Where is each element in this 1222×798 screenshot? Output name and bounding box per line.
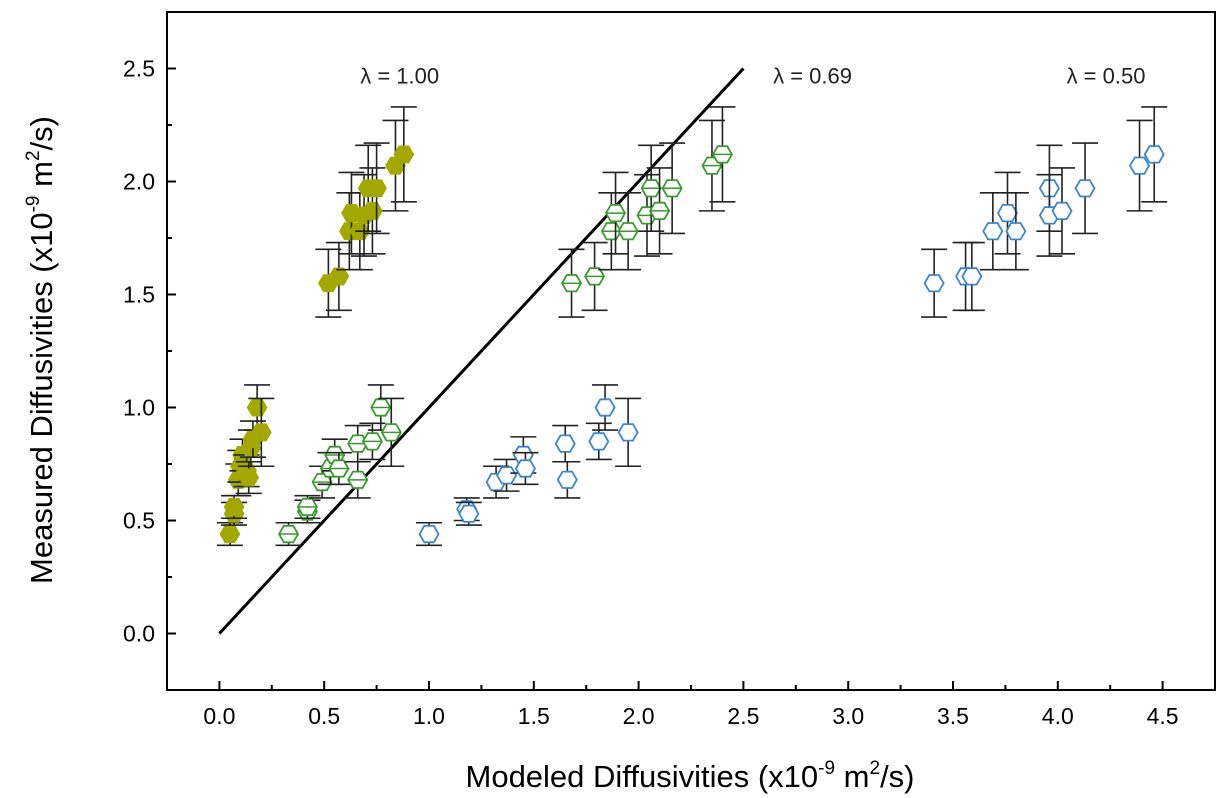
data-point [418,524,440,544]
data-point [246,398,268,417]
data-point [1143,145,1165,164]
data-point [328,267,350,286]
lambda-annotation: λ = 1.00 [360,64,439,89]
y-tick-label: 0.0 [123,621,155,647]
x-tick-label: 4.0 [1042,703,1074,729]
x-tick-label: 0.0 [203,703,235,729]
data-point [393,145,415,164]
data-point [923,274,945,293]
y-axis-title-exp2: 2 [23,150,44,161]
lambda-annotation: λ = 0.69 [773,64,852,89]
data-point [458,504,480,523]
y-axis-title: Measured Diffusivities (x10-9 m2/s) [23,116,59,584]
x-tick-label: 3.5 [937,703,969,729]
data-point [1128,156,1151,175]
x-axis-title-exp2: 2 [869,758,880,779]
x-axis-title-exp1: -9 [818,758,835,779]
data-point [219,525,241,544]
y-axis-title-exp1: -9 [23,195,44,212]
data-point [238,468,260,487]
plot-frame [166,11,1216,691]
data-point [961,267,983,286]
data-point [223,497,245,516]
x-axis-title: Modeled Diffusivities (x10-9 m2/s) [466,758,915,794]
x-tick-label: 1.5 [518,703,550,729]
series-2 [416,106,1168,547]
y-axis-title-mid: m [24,161,59,195]
x-axis-title-pre: Modeled Diffusivities (x10 [466,759,819,794]
y-tick-label: 1.0 [123,395,155,421]
data-point [996,203,1019,223]
data-point [496,466,518,485]
x-tick-label: 2.5 [727,703,759,729]
y-tick-label: 2.5 [123,56,155,82]
data-point [1074,179,1096,198]
data-point [594,398,616,417]
lambda-annotation: λ = 0.50 [1067,64,1146,89]
data-point [1005,222,1027,241]
data-point [554,434,576,453]
data-point [982,222,1004,241]
x-tick-label: 1.0 [413,703,445,729]
x-tick-label: 0.5 [308,703,340,729]
data-point [1051,201,1073,221]
y-tick-label: 2.0 [123,169,155,195]
data-point [617,423,639,442]
data-point [556,470,578,489]
series-0 [216,106,417,547]
x-tick-label: 4.5 [1147,703,1179,729]
data-point [366,179,387,198]
data-point [250,423,272,442]
x-tick-label: 3.0 [832,703,864,729]
data-point [362,201,383,220]
y-tick-label: 1.5 [123,282,155,308]
y-axis-title-post: /s) [24,116,59,150]
x-tick-label: 2.0 [623,703,655,729]
reference-line [218,67,745,635]
y-axis-title-pre: Measured Diffusivities (x10 [24,212,59,584]
x-axis-title-post: /s) [880,759,914,794]
series-1 [275,106,736,547]
x-axis-title-mid: m [835,759,869,794]
data-point [514,459,536,478]
y-tick-label: 0.5 [123,508,155,534]
data-point [588,432,610,451]
